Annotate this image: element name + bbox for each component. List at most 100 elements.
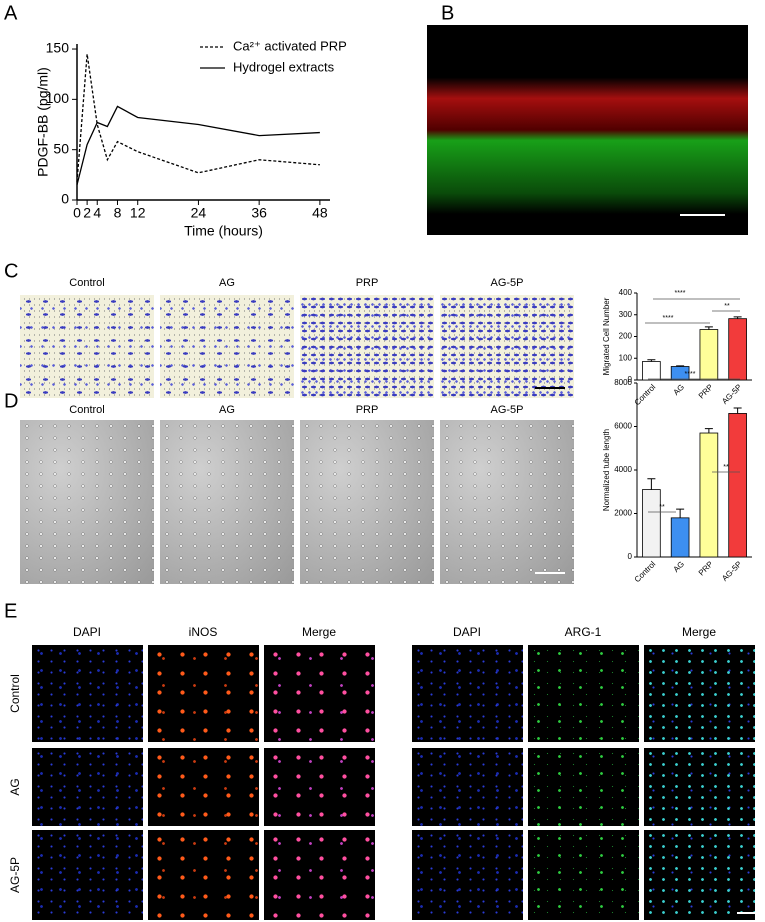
image-label: Control: [69, 404, 104, 416]
x-tick-label: 4: [93, 205, 101, 221]
significance: ****: [685, 371, 696, 378]
micrograph: [160, 420, 294, 584]
micrograph: [20, 420, 154, 584]
significance: **: [724, 303, 730, 310]
micrograph: [148, 645, 259, 742]
column-header: ARG-1: [565, 625, 602, 639]
x-tick-label: AG: [671, 383, 686, 398]
micrograph: [440, 295, 574, 398]
y-tick-label: 100: [619, 353, 633, 362]
x-tick-label: 12: [130, 205, 146, 221]
error-bar: [704, 428, 713, 434]
micrograph: [440, 420, 574, 584]
y-tick-label: 0: [628, 552, 633, 561]
row-label: AG: [8, 778, 22, 795]
x-tick-label: AG-5P: [720, 560, 743, 583]
y-tick-label: 6000: [614, 422, 632, 431]
y-tick-label: 8000: [614, 378, 632, 387]
panel-letter: C: [4, 260, 18, 282]
bar: [699, 329, 719, 381]
micrograph: [20, 295, 154, 398]
x-tick-label: 36: [251, 205, 267, 221]
bar: [728, 413, 747, 558]
error-bar: [676, 365, 685, 367]
x-tick-label: 24: [191, 205, 207, 221]
column-header: Merge: [682, 625, 716, 639]
image-label: AG-5P: [490, 404, 523, 416]
legend-label: Ca²⁺ activated PRP: [233, 38, 347, 53]
micrograph: [528, 645, 639, 742]
panel-letter: E: [4, 600, 17, 622]
panel-letter: B: [441, 2, 454, 24]
x-tick-label: 0: [73, 205, 81, 221]
y-tick-label: 300: [619, 310, 633, 319]
micrograph: [528, 830, 639, 920]
y-tick-label: 200: [619, 332, 633, 341]
image-label: PRP: [356, 404, 379, 416]
column-header: DAPI: [453, 625, 481, 639]
x-tick-label: PRP: [697, 383, 715, 401]
panel-letter: D: [4, 390, 18, 412]
row-label: AG-5P: [8, 857, 22, 893]
micrograph: [32, 748, 143, 826]
bar: [642, 489, 661, 558]
confocal-image: [427, 25, 748, 235]
bar: [728, 318, 747, 381]
micrograph: [264, 830, 375, 920]
y-tick-label: 150: [46, 40, 70, 56]
significance: **: [659, 504, 665, 511]
legend-label: Hydrogel extracts: [233, 59, 335, 74]
error-bar: [733, 407, 742, 414]
y-axis-label: Normalized tube length: [602, 429, 611, 511]
micrograph: [264, 748, 375, 826]
x-tick-label: 8: [114, 205, 122, 221]
y-tick-label: 100: [46, 90, 70, 106]
y-tick-label: 400: [619, 288, 633, 297]
micrograph: [160, 295, 294, 398]
micrograph: [412, 748, 523, 826]
bar: [642, 361, 661, 381]
micrograph: [148, 748, 259, 826]
bar: [670, 517, 690, 558]
x-axis-label: Time (hours): [184, 223, 263, 239]
bar: [699, 432, 719, 558]
micrograph: [148, 830, 259, 920]
micrograph: [412, 830, 523, 920]
column-header: Merge: [302, 625, 336, 639]
y-tick-label: 0: [628, 375, 633, 384]
significance: ****: [663, 315, 674, 322]
data-line: [76, 53, 320, 182]
error-bar: [704, 326, 713, 330]
y-tick-label: 0: [61, 191, 69, 207]
significance: ****: [675, 290, 686, 297]
y-axis-label: Migrated Cell Number: [602, 297, 611, 375]
error-bar: [733, 316, 742, 319]
micrograph: [32, 645, 143, 742]
x-tick-label: AG-5P: [720, 383, 743, 406]
image-label: AG: [219, 404, 235, 416]
x-tick-label: 2: [83, 205, 91, 221]
row-label: Control: [8, 674, 22, 713]
image-label: PRP: [356, 277, 379, 289]
error-bar: [647, 359, 656, 362]
micrograph: [412, 645, 523, 742]
error-bar: [676, 508, 685, 518]
column-header: DAPI: [73, 625, 101, 639]
y-axis-label: PDGF-BB (pg/ml): [35, 67, 51, 177]
column-header: iNOS: [189, 625, 218, 639]
error-bar: [647, 478, 656, 490]
image-label: AG-5P: [490, 277, 523, 289]
image-label: AG: [219, 277, 235, 289]
micrograph: [644, 830, 755, 920]
micrograph: [32, 830, 143, 920]
micrograph: [264, 645, 375, 742]
x-tick-label: Control: [633, 382, 658, 407]
image-label: Control: [69, 277, 104, 289]
data-line: [76, 105, 320, 186]
panel-letter: A: [4, 2, 18, 24]
significance: **: [723, 464, 729, 471]
micrograph: [528, 748, 639, 826]
x-tick-label: Control: [633, 559, 658, 584]
